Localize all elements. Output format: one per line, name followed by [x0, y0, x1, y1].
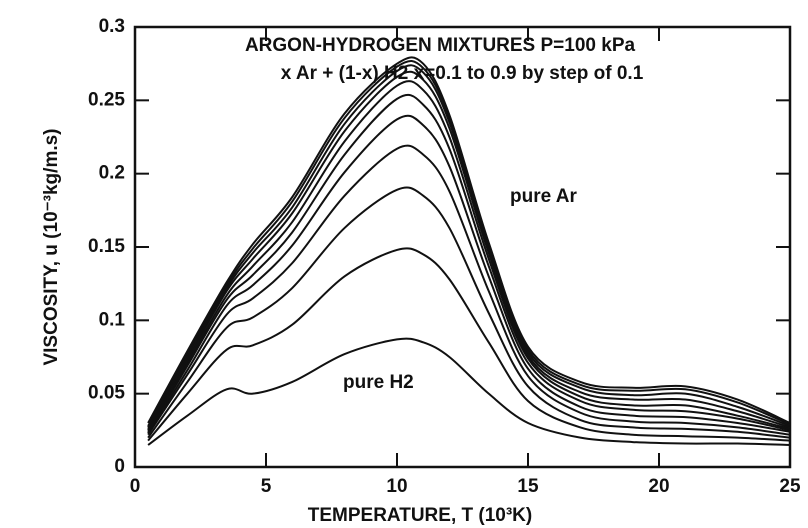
chart-title: ARGON-HYDROGEN MIXTURES P=100 kPa — [245, 35, 636, 56]
y-tick-label: 0.3 — [99, 16, 125, 37]
x-axis-label: TEMPERATURE, T (10³K) — [308, 505, 532, 526]
series-line — [147, 60, 791, 427]
annotation: pure Ar — [510, 186, 577, 207]
y-tick-label: 0.1 — [99, 309, 126, 330]
series-line — [147, 56, 791, 424]
series-line — [147, 247, 791, 442]
series-line — [147, 64, 791, 428]
x-tick-label: 5 — [261, 476, 272, 497]
series-line — [147, 186, 791, 439]
series-line — [147, 144, 791, 436]
x-tick-label: 20 — [648, 476, 669, 497]
x-tick-label: 15 — [517, 476, 539, 497]
annotation: pure H2 — [343, 372, 414, 393]
x-tick-label: 0 — [130, 476, 141, 497]
y-tick-label: 0.2 — [99, 163, 125, 184]
x-tick-label: 10 — [386, 476, 407, 497]
y-axis-label: VISCOSITY, u (10⁻³kg/m.s) — [41, 128, 62, 365]
series-line — [147, 114, 791, 434]
series-line — [147, 80, 791, 431]
chart-subtitle: x Ar + (1-x) H2 x=0.1 to 0.9 by step of … — [281, 63, 644, 84]
y-tick-label: 0.05 — [88, 383, 125, 404]
y-tick-label: 0.15 — [88, 236, 125, 257]
series-line — [147, 337, 791, 446]
y-tick-label: 0 — [114, 456, 125, 477]
x-tick-label: 25 — [779, 476, 801, 497]
series-line — [147, 93, 791, 433]
y-tick-label: 0.25 — [88, 89, 125, 110]
series-line — [147, 70, 791, 430]
